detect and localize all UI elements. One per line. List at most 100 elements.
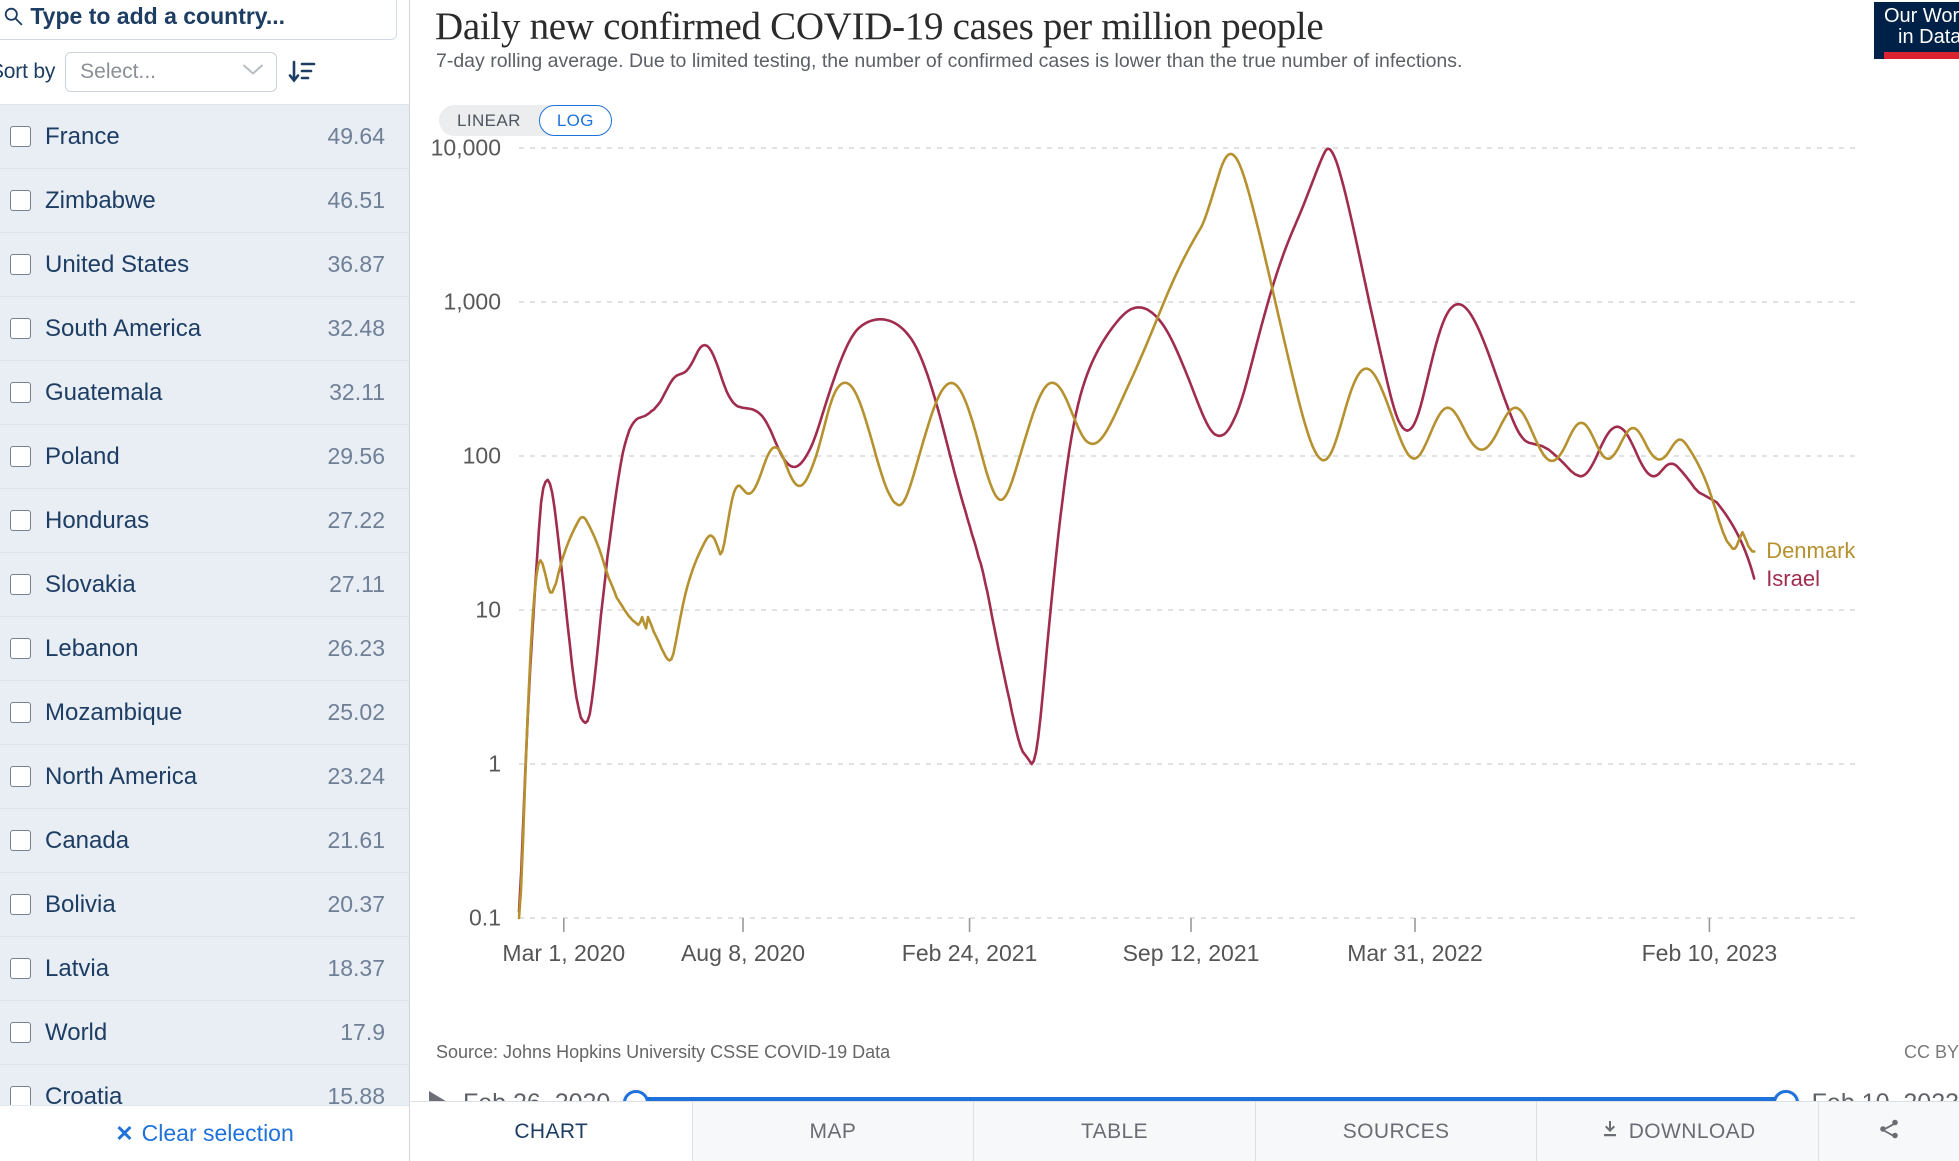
country-checkbox[interactable]	[10, 830, 31, 851]
country-checkbox[interactable]	[10, 702, 31, 723]
source-note: Source: Johns Hopkins University CSSE CO…	[436, 1042, 891, 1062]
country-list-item[interactable]: Croatia 15.88	[0, 1065, 409, 1105]
country-value: 20.37	[327, 891, 385, 917]
country-list-item[interactable]: Slovakia 27.11	[0, 553, 409, 617]
search-icon	[0, 6, 26, 26]
country-checkbox[interactable]	[10, 510, 31, 531]
country-list-item[interactable]: Latvia 18.37	[0, 937, 409, 1001]
chart-svg	[517, 147, 1859, 932]
country-value: 18.37	[327, 955, 385, 981]
country-checkbox[interactable]	[10, 638, 31, 659]
country-name: Honduras	[45, 506, 150, 534]
page-title: Daily new confirmed COVID-19 cases per m…	[435, 5, 1324, 48]
country-list-item[interactable]: Poland 29.56	[0, 425, 409, 489]
owid-logo-line2: in Data	[1898, 26, 1959, 48]
country-value: 46.51	[327, 187, 385, 213]
country-checkbox[interactable]	[10, 574, 31, 595]
chart-panel: Daily new confirmed COVID-19 cases per m…	[411, 0, 1959, 1161]
tab-chart[interactable]: CHART	[411, 1102, 693, 1161]
tab-label: SOURCES	[1342, 1119, 1450, 1143]
country-value: 36.87	[327, 251, 385, 277]
tab-label: TABLE	[1081, 1119, 1148, 1143]
country-value: 21.61	[327, 827, 385, 853]
country-search-input[interactable]	[26, 2, 396, 30]
country-checkbox[interactable]	[10, 1086, 31, 1105]
download-icon	[1600, 1119, 1620, 1145]
country-list-item[interactable]: Mozambique 25.02	[0, 681, 409, 745]
x-axis-tick-label: Aug 8, 2020	[680, 940, 806, 966]
country-value: 23.24	[327, 763, 385, 789]
country-name: Poland	[45, 442, 120, 470]
owid-logo-bar	[1884, 52, 1959, 59]
country-list-item[interactable]: Lebanon 26.23	[0, 617, 409, 681]
country-checkbox[interactable]	[10, 958, 31, 979]
sort-descending-icon[interactable]	[287, 57, 317, 87]
country-name: Guatemala	[45, 378, 163, 406]
tab-table[interactable]: TABLE	[974, 1102, 1256, 1161]
close-x-icon: ✕	[115, 1120, 134, 1146]
country-name: Canada	[45, 826, 130, 854]
clear-selection-button[interactable]: ✕ Clear selection	[0, 1105, 409, 1161]
country-list-item[interactable]: North America 23.24	[0, 745, 409, 809]
country-list-item[interactable]: United States 36.87	[0, 233, 409, 297]
country-value: 32.11	[329, 379, 385, 405]
country-list-item[interactable]: South America 32.48	[0, 297, 409, 361]
tab-label: MAP	[809, 1119, 857, 1143]
country-list-item[interactable]: Guatemala 32.11	[0, 361, 409, 425]
x-axis-tick-label: Sep 12, 2021	[1122, 940, 1260, 966]
linear-scale-button[interactable]: LINEAR	[457, 110, 521, 130]
owid-logo[interactable]: Our World in Data	[1874, 2, 1959, 59]
country-value: 26.23	[327, 635, 385, 661]
country-name: North America	[45, 762, 198, 790]
country-name: Slovakia	[45, 570, 136, 598]
country-checkbox[interactable]	[10, 446, 31, 467]
y-axis-tick-label: 1	[488, 750, 501, 777]
y-axis-tick-label: 10	[475, 596, 501, 623]
country-name: United States	[45, 250, 190, 278]
country-checkbox[interactable]	[10, 190, 31, 211]
country-value: 32.48	[327, 315, 385, 341]
country-list-item[interactable]: Canada 21.61	[0, 809, 409, 873]
country-checkbox[interactable]	[10, 254, 31, 275]
x-axis-tick-label: Mar 1, 2020	[502, 940, 626, 966]
tab-share[interactable]	[1818, 1102, 1959, 1161]
y-axis-tick-label: 100	[462, 442, 501, 469]
country-checkbox[interactable]	[10, 1022, 31, 1043]
country-checkbox[interactable]	[10, 766, 31, 787]
sort-controls: Sort by Select...	[0, 40, 409, 104]
country-list-item[interactable]: France 49.64	[0, 105, 409, 169]
tab-map[interactable]: MAP	[692, 1102, 975, 1161]
country-name: Mozambique	[45, 698, 183, 726]
country-checkbox[interactable]	[10, 894, 31, 915]
country-name: World	[45, 1018, 108, 1046]
country-checkbox[interactable]	[10, 126, 31, 147]
chevron-down-icon	[242, 63, 264, 82]
country-value: 27.11	[329, 571, 385, 597]
country-name: France	[45, 122, 120, 150]
tab-sources[interactable]: SOURCES	[1255, 1102, 1538, 1161]
log-scale-button[interactable]: LOG	[538, 105, 612, 136]
country-checkbox[interactable]	[10, 318, 31, 339]
chart-subtitle: 7-day rolling average. Due to limited te…	[436, 50, 1463, 72]
country-list-item[interactable]: Bolivia 20.37	[0, 873, 409, 937]
y-axis-tick-label: 10,000	[430, 134, 501, 161]
country-name: Lebanon	[45, 634, 139, 662]
y-axis-tick-label: 0.1	[469, 904, 501, 931]
country-list[interactable]: France 49.64 Zimbabwe 46.51 United States 36.…	[0, 104, 409, 1105]
country-list-item[interactable]: World 17.9	[0, 1001, 409, 1065]
tab-download[interactable]: DOWNLOAD	[1537, 1102, 1819, 1161]
country-search-box[interactable]	[0, 0, 397, 40]
owid-logo-line1: Our World	[1884, 5, 1959, 27]
country-value: 49.64	[327, 123, 385, 149]
country-list-item[interactable]: Zimbabwe 46.51	[0, 169, 409, 233]
country-checkbox[interactable]	[10, 382, 31, 403]
sort-by-select[interactable]: Select...	[65, 52, 278, 92]
country-list-item[interactable]: Honduras 27.22	[0, 489, 409, 553]
tab-label: DOWNLOAD	[1628, 1119, 1756, 1143]
chart-tabs[interactable]: CHART MAP TABLE SOURCES DOWNLOAD	[411, 1101, 1959, 1161]
sort-by-label: Sort by	[0, 60, 56, 83]
axis-scale-toggle[interactable]: LINEAR LOG	[439, 105, 612, 136]
country-value: 27.22	[327, 507, 385, 533]
